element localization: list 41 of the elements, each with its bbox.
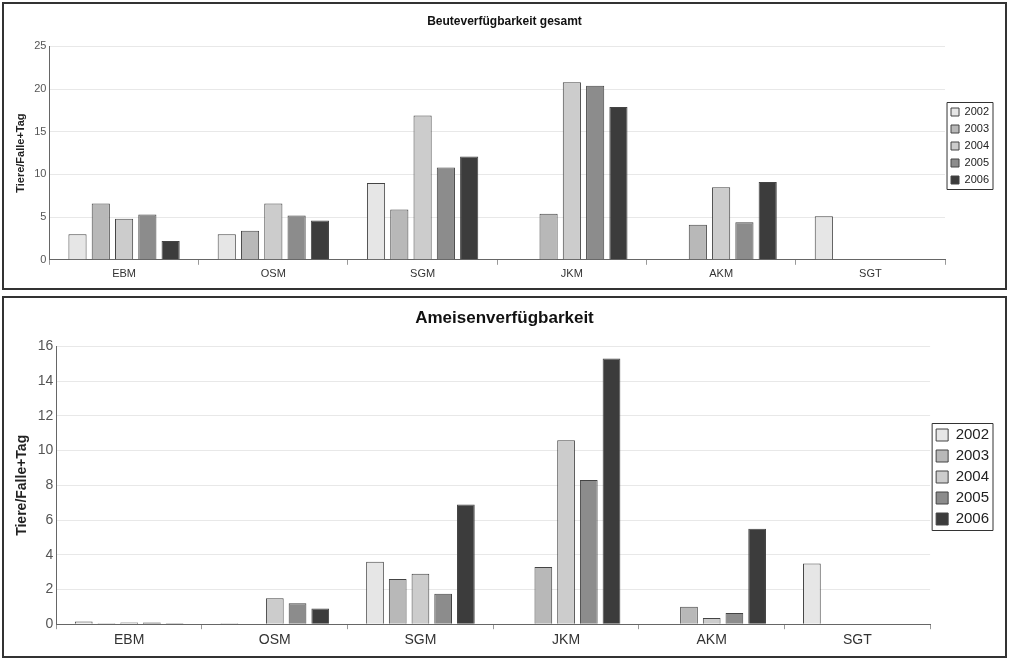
y-tick-label: 12 (37, 406, 54, 423)
x-tick-label: OSM (260, 267, 286, 280)
y-tick-label: 10 (34, 167, 47, 180)
x-tick-label: SGT (859, 267, 882, 280)
x-tick-label: AKM (696, 631, 727, 648)
x-tick-label: AKM (709, 267, 734, 280)
legend-label: 2006 (955, 509, 990, 527)
x-tick-label: SGM (410, 267, 436, 280)
y-tick-label: 2 (45, 580, 54, 597)
legend-label: 2002 (955, 425, 990, 443)
legend-label: 2004 (955, 467, 990, 485)
y-tick-label: 6 (45, 510, 54, 527)
legend-label: 2004 (964, 139, 990, 152)
chart-title: Ameisenverfügbarkeit (415, 307, 595, 327)
legend-label: 2006 (964, 173, 990, 186)
y-tick-label: 4 (45, 545, 54, 562)
chart-title: Beuteverfügbarkeit gesamt (427, 13, 582, 28)
x-tick-label: EBM (114, 631, 145, 648)
x-tick-label: SGM (404, 631, 437, 648)
x-tick-label: OSM (258, 631, 291, 648)
legend-label: 2003 (964, 122, 990, 135)
x-tick-label: JKM (560, 267, 583, 280)
y-tick-label: 25 (34, 39, 47, 52)
y-tick-label: 10 (37, 441, 54, 458)
legend-label: 2005 (964, 156, 990, 169)
y-axis-title: Tiere/Falle+Tag (13, 113, 26, 193)
x-tick-label: JKM (552, 631, 581, 648)
y-tick-label: 15 (34, 124, 47, 137)
x-tick-label: EBM (112, 267, 136, 280)
y-axis-title: Tiere/Falle+Tag (13, 434, 30, 536)
legend-label: 2005 (955, 488, 990, 506)
legend-label: 2002 (964, 105, 990, 118)
y-tick-label: 0 (40, 252, 47, 265)
y-tick-label: 16 (37, 337, 54, 354)
y-tick-label: 20 (34, 82, 47, 95)
y-tick-label: 5 (40, 210, 47, 223)
y-tick-label: 8 (45, 476, 54, 493)
x-tick-label: SGT (842, 631, 873, 648)
legend-label: 2003 (955, 446, 990, 464)
y-tick-label: 14 (37, 371, 54, 388)
y-tick-label: 0 (45, 615, 54, 632)
